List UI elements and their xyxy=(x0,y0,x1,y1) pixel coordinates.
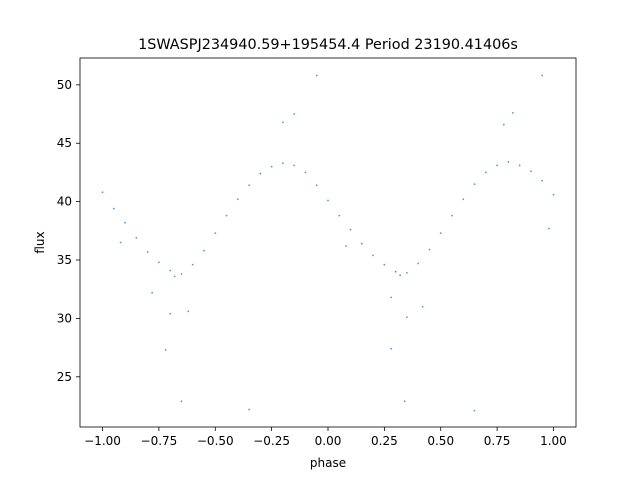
x-axis: −1.00 −0.75 −0.50 −0.25 0.00 0.25 0.50 0.75 1.00 xyxy=(84,427,567,448)
y-tick-label: 40 xyxy=(57,195,72,209)
data-point xyxy=(360,242,363,245)
points-layer xyxy=(101,74,555,412)
data-point xyxy=(496,164,498,167)
x-tick-label: 0.50 xyxy=(427,434,454,448)
data-point xyxy=(236,198,239,201)
data-point xyxy=(151,291,154,294)
y-tick-label: 25 xyxy=(57,370,72,384)
data-point xyxy=(270,165,273,168)
data-point xyxy=(304,171,307,174)
data-point xyxy=(180,400,183,403)
chart-title: 1SWASPJ234940.59+195454.4 Period 23190.4… xyxy=(138,37,518,53)
data-point xyxy=(180,273,183,275)
data-point xyxy=(164,349,167,351)
x-tick-label: 0.25 xyxy=(371,434,398,448)
x-tick-label: 1.00 xyxy=(540,434,567,448)
data-point xyxy=(399,274,402,277)
data-point xyxy=(473,409,476,412)
data-point xyxy=(552,193,555,196)
data-point xyxy=(390,296,393,299)
data-point xyxy=(383,263,386,266)
data-point xyxy=(259,172,262,175)
data-point xyxy=(327,199,329,202)
data-point xyxy=(135,236,138,239)
x-tick-label: −0.50 xyxy=(197,434,234,448)
y-axis-label: flux xyxy=(33,231,47,253)
data-point xyxy=(124,221,126,224)
data-point xyxy=(248,408,250,411)
data-point xyxy=(282,121,284,124)
data-point xyxy=(421,305,424,308)
data-point xyxy=(439,232,442,235)
y-tick-label: 30 xyxy=(57,311,72,325)
data-point xyxy=(349,228,352,231)
data-point xyxy=(541,179,544,182)
y-tick-label: 45 xyxy=(57,136,72,150)
x-tick-label: 0.00 xyxy=(315,434,342,448)
data-point xyxy=(338,214,341,217)
data-point xyxy=(158,261,160,264)
data-point xyxy=(345,245,347,247)
data-point xyxy=(173,275,176,278)
x-tick-label: 0.75 xyxy=(484,434,511,448)
data-point xyxy=(214,232,217,235)
data-point xyxy=(372,254,374,257)
data-point xyxy=(101,191,104,194)
data-point xyxy=(394,270,397,273)
x-axis-label: phase xyxy=(310,456,346,470)
data-point xyxy=(293,113,296,115)
data-point xyxy=(315,184,318,187)
y-axis: 25 30 35 40 45 50 xyxy=(57,78,80,384)
data-point xyxy=(248,184,250,187)
data-point xyxy=(484,171,487,174)
data-point xyxy=(169,312,172,315)
data-point xyxy=(169,269,172,272)
data-point xyxy=(225,214,228,217)
x-tick-label: −1.00 xyxy=(84,434,121,448)
data-point xyxy=(187,310,190,313)
data-point xyxy=(530,170,532,173)
data-point xyxy=(390,347,393,350)
data-point xyxy=(191,263,194,266)
data-point xyxy=(473,183,476,186)
data-point xyxy=(462,198,465,201)
data-point xyxy=(406,316,408,319)
data-point xyxy=(548,227,550,230)
data-point xyxy=(417,262,420,265)
data-point xyxy=(293,164,296,167)
data-point xyxy=(203,249,205,252)
x-tick-label: −0.75 xyxy=(141,434,178,448)
y-tick-label: 35 xyxy=(57,253,72,267)
data-point xyxy=(406,271,408,274)
data-point xyxy=(119,241,122,244)
data-point xyxy=(541,74,544,77)
data-point xyxy=(451,214,453,217)
data-point xyxy=(403,400,406,403)
data-point xyxy=(428,248,431,251)
data-point xyxy=(502,123,505,126)
x-tick-label: −0.25 xyxy=(253,434,290,448)
data-point xyxy=(146,250,149,253)
data-point xyxy=(507,161,510,163)
data-point xyxy=(315,74,318,77)
data-point xyxy=(112,207,115,210)
data-point xyxy=(282,162,284,164)
y-tick-label: 50 xyxy=(57,78,72,92)
data-point xyxy=(511,111,514,114)
data-point xyxy=(518,164,521,167)
